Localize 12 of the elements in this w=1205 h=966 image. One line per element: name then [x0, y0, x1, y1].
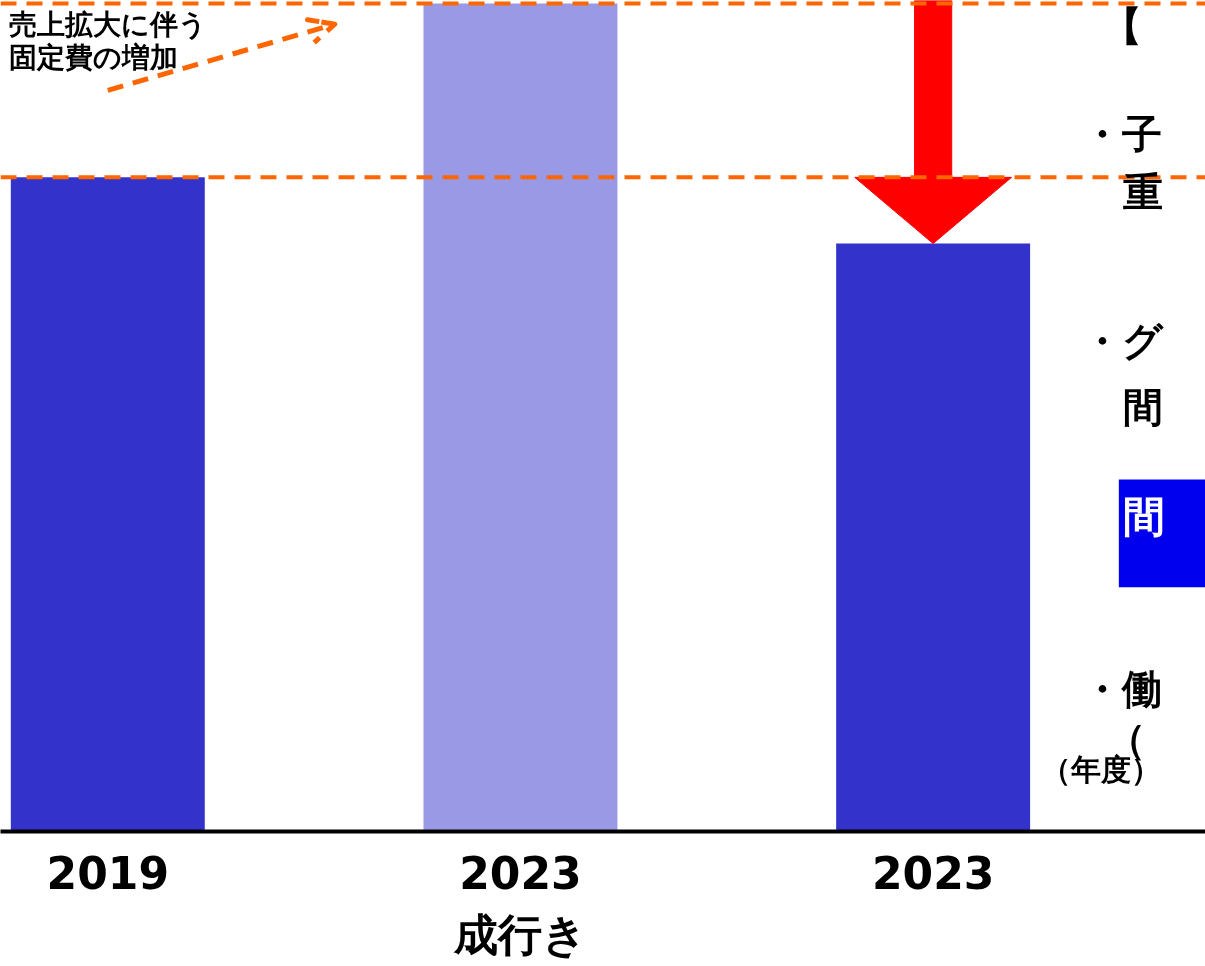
annotation: 間	[1122, 492, 1165, 542]
annotation: 重	[1122, 169, 1163, 216]
annotation: 間	[1122, 384, 1163, 431]
annotation: ・グ	[1081, 318, 1164, 365]
annotation: ・子	[1081, 111, 1162, 158]
x-tick-label: 2023	[871, 847, 995, 899]
x-tick-label: 2023 成行き	[452, 847, 587, 960]
annotation: ・働	[1081, 665, 1162, 712]
annotation: 【	[1102, 3, 1143, 50]
x-tick-label: 2019	[46, 847, 170, 899]
annotation: 固定費の増加	[8, 40, 178, 74]
annotation: 売上拡大に伴う	[8, 7, 207, 41]
